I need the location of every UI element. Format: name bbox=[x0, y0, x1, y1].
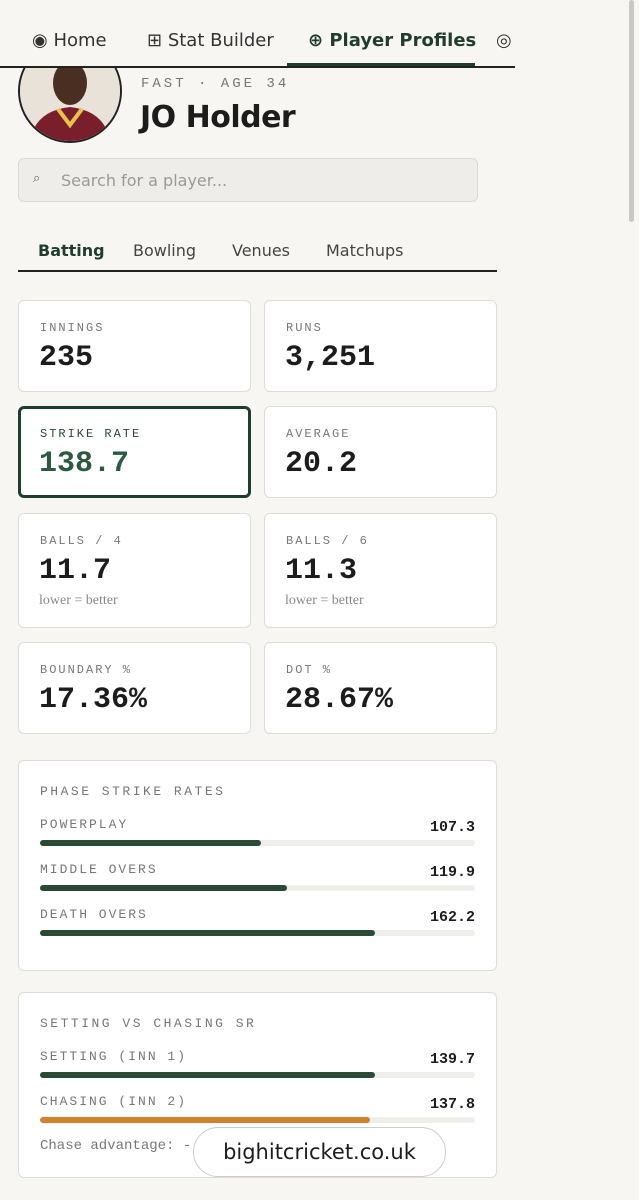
scrollbar[interactable] bbox=[629, 0, 634, 222]
nav-label: Home bbox=[53, 30, 107, 51]
row-label: CHASING (INN 2) bbox=[40, 1094, 188, 1109]
search-box[interactable]: ⌕ Search for a player... bbox=[18, 158, 478, 202]
phase-card: PHASE STRIKE RATES POWERPLAY 107.3 MIDDLE O… bbox=[18, 760, 497, 971]
tab[interactable]: Bowling bbox=[133, 241, 197, 260]
top-nav: ◉ Home ⊞ Stat Builder ⊕ Player Profiles … bbox=[0, 0, 515, 68]
tab[interactable]: Venues bbox=[232, 241, 291, 260]
player-meta: FAST · AGE 34 bbox=[141, 76, 290, 92]
stat-value: 17.36% bbox=[39, 683, 148, 717]
stat-card: STRIKE RATE 138.7 bbox=[18, 406, 251, 498]
nav-tab[interactable]: ◉ Home bbox=[32, 30, 107, 51]
row-value: 162.2 bbox=[429, 909, 475, 926]
stat-label: BALLS / 6 bbox=[286, 534, 369, 548]
stat-card: BALLS / 4 11.7 lower = better bbox=[18, 513, 251, 628]
stat-card: BOUNDARY % 17.36% bbox=[18, 642, 251, 734]
bar-track bbox=[40, 885, 475, 891]
stat-card: BALLS / 6 11.3 lower = better bbox=[264, 513, 497, 628]
stat-value: 11.3 bbox=[285, 554, 358, 588]
bar-track bbox=[40, 930, 475, 936]
stat-label: INNINGS bbox=[40, 321, 105, 335]
row-label: DEATH OVERS bbox=[40, 907, 148, 922]
tab[interactable]: Matchups bbox=[326, 241, 404, 260]
stat-value: 20.2 bbox=[285, 447, 358, 481]
stat-value: 138.7 bbox=[39, 447, 130, 481]
stat-card: INNINGS 235 bbox=[18, 300, 251, 392]
stat-card: AVERAGE 20.2 bbox=[264, 406, 497, 498]
tab-divider bbox=[18, 270, 497, 272]
watermark-pill[interactable]: bighitcricket.co.uk bbox=[193, 1127, 446, 1177]
row-label: MIDDLE OVERS bbox=[40, 862, 158, 877]
stat-label: AVERAGE bbox=[286, 427, 351, 441]
row-value: 137.8 bbox=[429, 1096, 475, 1113]
search-placeholder: Search for a player... bbox=[61, 171, 228, 190]
bar-track bbox=[40, 1072, 475, 1078]
row-label: SETTING (INN 1) bbox=[40, 1049, 188, 1064]
stat-value: 235 bbox=[39, 341, 94, 375]
stat-value: 3,251 bbox=[285, 341, 376, 375]
nav-tab[interactable]: ⊕ Player Profiles bbox=[308, 30, 477, 51]
row-value: 107.3 bbox=[429, 819, 475, 836]
stat-value: 11.7 bbox=[39, 554, 112, 588]
bar bbox=[40, 930, 375, 936]
stat-label: BALLS / 4 bbox=[40, 534, 123, 548]
player-name: JO Holder bbox=[140, 100, 296, 135]
row-value: 139.7 bbox=[429, 1051, 475, 1068]
bar bbox=[40, 1117, 371, 1123]
stat-card: RUNS 3,251 bbox=[264, 300, 497, 392]
tab[interactable]: Batting bbox=[38, 241, 105, 260]
nav-tab[interactable]: ◎ bbox=[496, 30, 512, 51]
nav-label: Player Profiles bbox=[329, 30, 477, 51]
stat-label: RUNS bbox=[286, 321, 323, 335]
section-title: PHASE STRIKE RATES bbox=[40, 784, 226, 799]
bar bbox=[40, 840, 262, 846]
stat-label: DOT % bbox=[286, 663, 333, 677]
bar-track bbox=[40, 1117, 475, 1123]
row-value: 119.9 bbox=[429, 864, 475, 881]
bar bbox=[40, 1072, 375, 1078]
stat-card: DOT % 28.67% bbox=[264, 642, 497, 734]
active-underline bbox=[287, 63, 475, 66]
stat-label: STRIKE RATE bbox=[40, 427, 142, 441]
stat-label: BOUNDARY % bbox=[40, 663, 133, 677]
section-note: Chase advantage: - bbox=[40, 1138, 192, 1154]
stat-value: 28.67% bbox=[285, 683, 394, 717]
section-title: SETTING VS CHASING SR bbox=[40, 1016, 257, 1031]
stat-note: lower = better bbox=[39, 593, 118, 608]
bar-track bbox=[40, 840, 475, 846]
nav-label: Stat Builder bbox=[167, 30, 274, 51]
stat-note: lower = better bbox=[285, 593, 364, 608]
row-label: POWERPLAY bbox=[40, 817, 129, 832]
nav-tab[interactable]: ⊞ Stat Builder bbox=[147, 30, 274, 51]
bar bbox=[40, 885, 288, 891]
